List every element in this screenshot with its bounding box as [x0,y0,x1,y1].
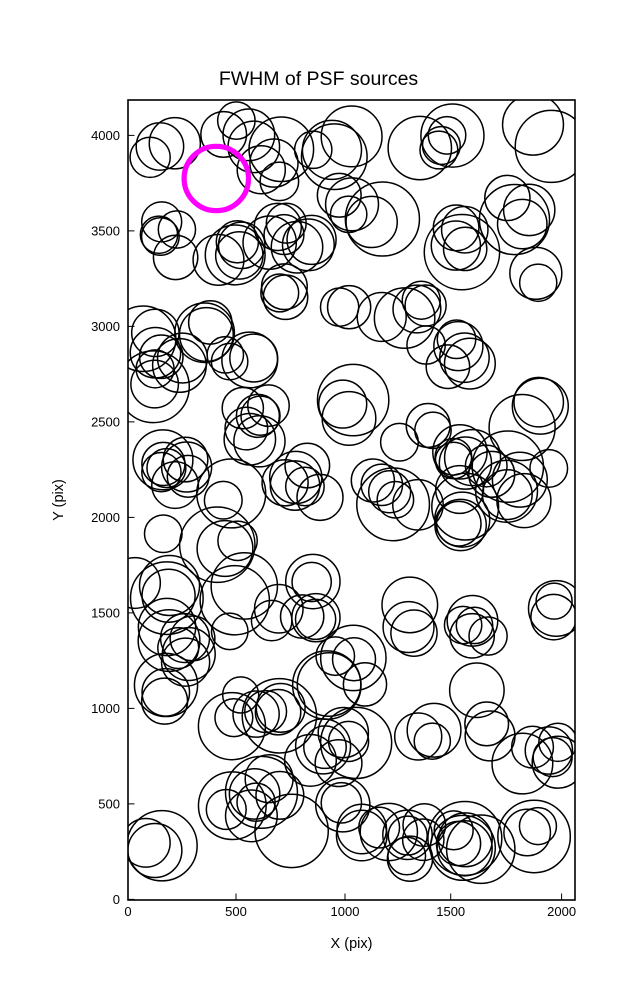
svg-text:4000: 4000 [91,128,120,143]
svg-text:1500: 1500 [436,904,465,919]
svg-text:0: 0 [124,904,131,919]
svg-text:Y (pix): Y (pix) [51,479,67,521]
svg-text:500: 500 [225,904,247,919]
svg-text:3500: 3500 [91,223,120,238]
svg-text:1000: 1000 [91,701,120,716]
svg-text:2000: 2000 [547,904,576,919]
svg-text:0: 0 [113,892,120,907]
svg-text:1500: 1500 [91,605,120,620]
svg-text:1000: 1000 [331,904,360,919]
svg-text:2000: 2000 [91,510,120,525]
svg-text:3000: 3000 [91,319,120,334]
svg-text:2500: 2500 [91,414,120,429]
svg-text:500: 500 [98,796,120,811]
